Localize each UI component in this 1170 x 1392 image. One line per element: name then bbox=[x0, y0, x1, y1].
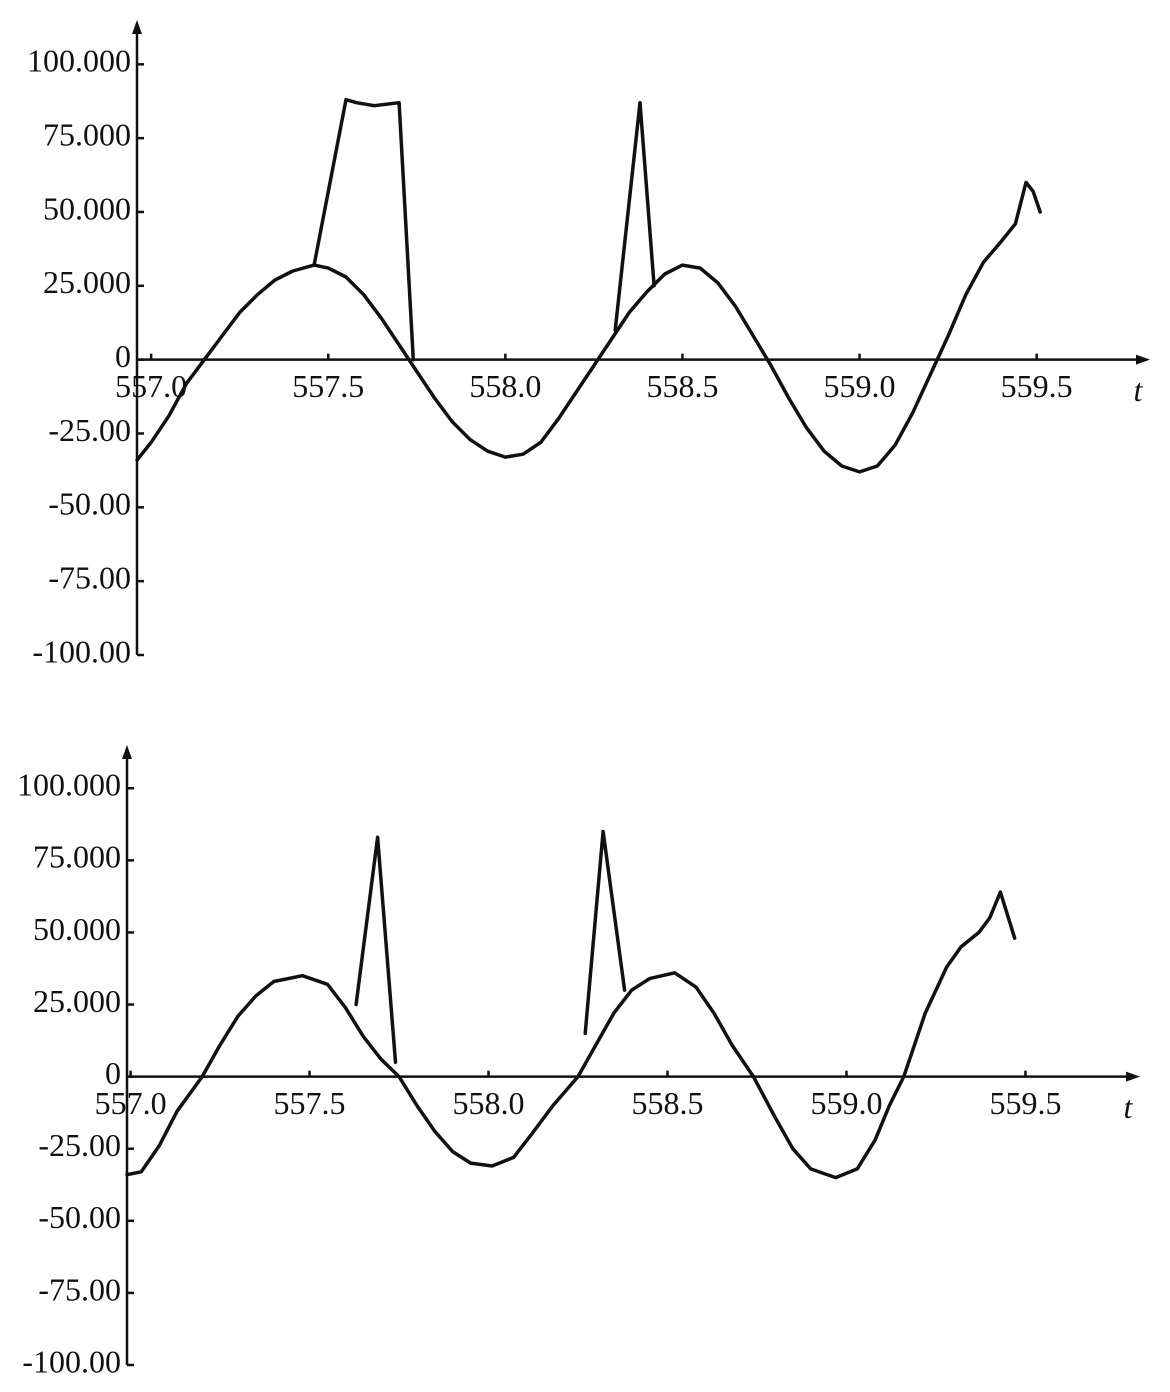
y-tick-label: -50.00 bbox=[38, 1199, 121, 1235]
x-axis-label: t bbox=[1134, 372, 1144, 408]
y-tick-label: 0 bbox=[105, 1055, 121, 1091]
x-tick-label: 558.5 bbox=[632, 1085, 704, 1121]
y-axis-arrow bbox=[132, 20, 142, 34]
y-tick-label: -100.00 bbox=[32, 633, 131, 669]
y-axis-arrow bbox=[122, 745, 132, 759]
x-tick-label: 558.0 bbox=[469, 368, 541, 404]
y-tick-label: 0 bbox=[115, 338, 131, 374]
x-tick-label: 558.5 bbox=[646, 368, 718, 404]
x-tick-label: 557.5 bbox=[292, 368, 364, 404]
y-tick-label: 25.000 bbox=[33, 983, 121, 1019]
data-line bbox=[125, 890, 1017, 1180]
y-tick-label: -25.00 bbox=[48, 412, 131, 448]
chart: t 100.000 75.000 50.000 25.000 0 -25.00 -50.00 -… bbox=[27, 20, 1150, 669]
chart: t 100.000 75.000 50.000 25.000 0 -25.00 -50.00 -… bbox=[17, 745, 1140, 1379]
x-tick-label: 559.0 bbox=[810, 1085, 882, 1121]
y-tick-label: 75.000 bbox=[43, 116, 131, 152]
data-line bbox=[583, 829, 627, 1036]
y-tick-label: -50.00 bbox=[48, 486, 131, 522]
x-axis-arrow bbox=[1136, 354, 1150, 365]
x-tick-label: 557.0 bbox=[95, 1085, 167, 1121]
data-line bbox=[613, 100, 656, 332]
y-tick-label: 25.000 bbox=[43, 264, 131, 300]
x-axis-label: t bbox=[1124, 1089, 1134, 1125]
data-line bbox=[135, 180, 1042, 474]
x-axis-arrow bbox=[1126, 1071, 1140, 1082]
x-tick-label: 557.0 bbox=[115, 368, 187, 404]
y-tick-label: 100.000 bbox=[17, 767, 121, 803]
y-tick-label: -25.00 bbox=[38, 1127, 121, 1163]
x-tick-label: 557.5 bbox=[274, 1085, 346, 1121]
y-tick-label: 50.000 bbox=[43, 190, 131, 226]
y-tick-label: -75.00 bbox=[38, 1271, 121, 1307]
x-tick-label: 559.5 bbox=[1001, 368, 1073, 404]
x-tick-label: 559.0 bbox=[824, 368, 896, 404]
x-tick-label: 559.5 bbox=[989, 1085, 1061, 1121]
data-line bbox=[354, 835, 398, 1064]
y-tick-label: 50.000 bbox=[33, 911, 121, 947]
data-line bbox=[312, 97, 416, 362]
x-tick-label: 558.0 bbox=[453, 1085, 525, 1121]
y-tick-label: -100.00 bbox=[22, 1343, 121, 1379]
y-tick-label: 100.000 bbox=[27, 43, 131, 79]
y-tick-label: -75.00 bbox=[48, 560, 131, 596]
y-tick-label: 75.000 bbox=[33, 839, 121, 875]
